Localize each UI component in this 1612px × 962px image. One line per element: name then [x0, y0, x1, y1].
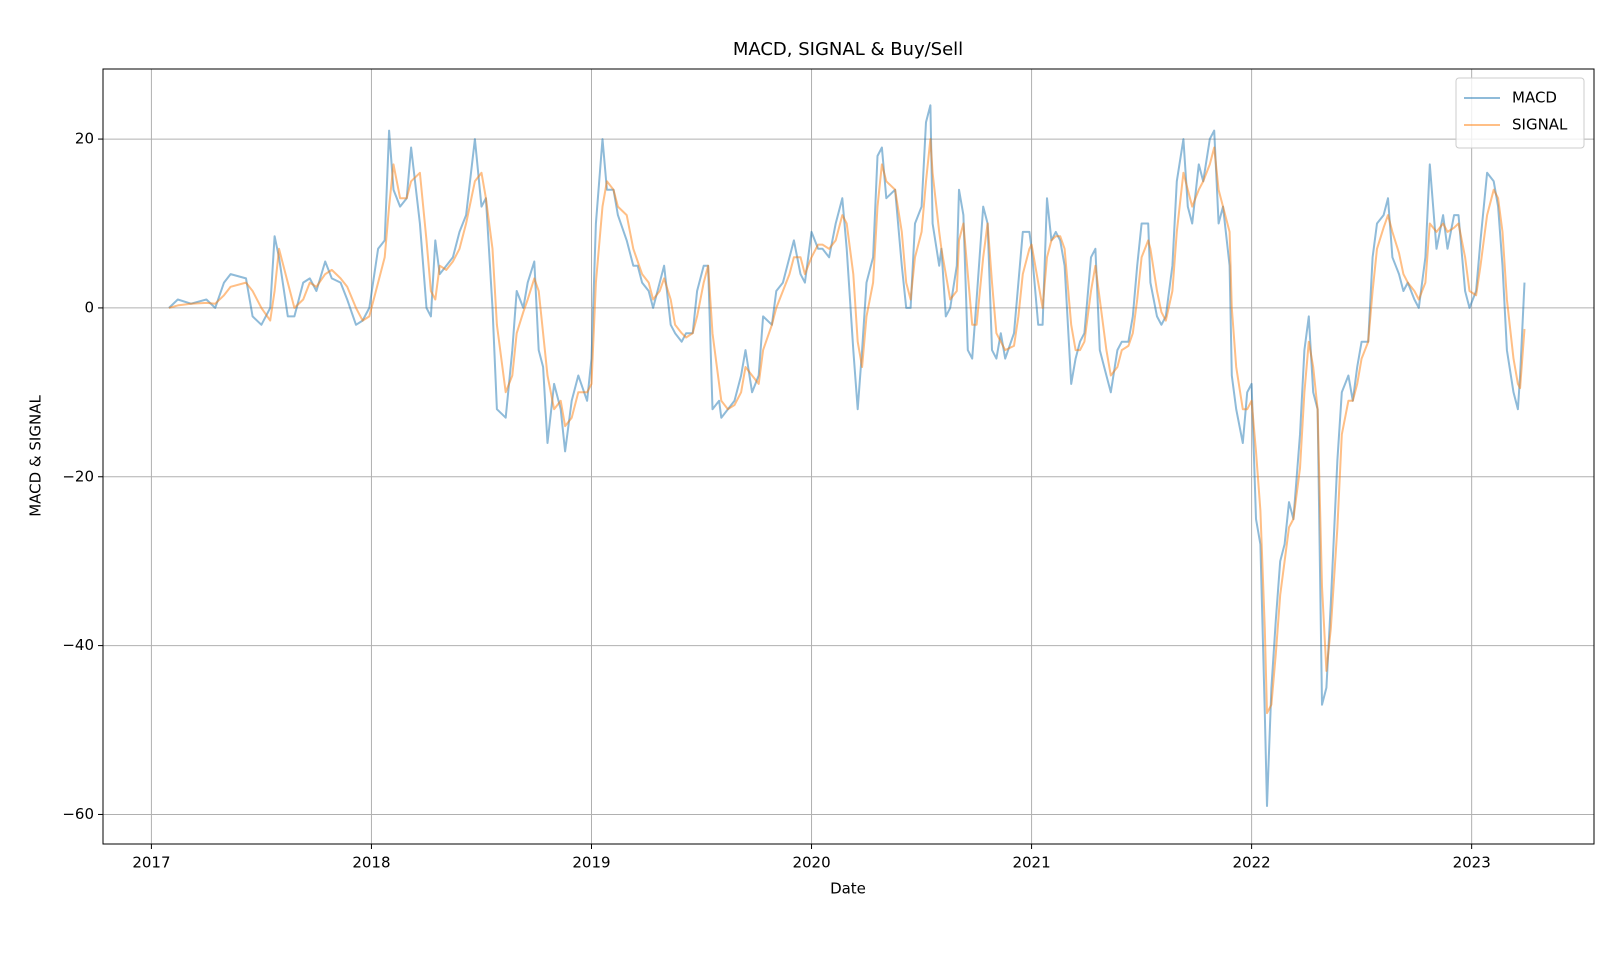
x-tick-label: 2023 — [1453, 854, 1491, 872]
y-tick-label: −60 — [62, 805, 94, 823]
chart-title: MACD, SIGNAL & Buy/Sell — [733, 39, 963, 60]
legend-label: SIGNAL — [1512, 116, 1568, 134]
x-tick-label: 2020 — [792, 854, 830, 872]
legend: MACD SIGNAL — [1455, 77, 1585, 149]
x-axis-label: Date — [830, 880, 866, 898]
y-tick-label: 20 — [75, 130, 94, 148]
x-tick-label: 2018 — [352, 854, 390, 872]
x-tick-label: 2022 — [1233, 854, 1271, 872]
series-line — [168, 138, 1526, 715]
legend-box — [1455, 77, 1585, 149]
y-axis-label: MACD & SIGNAL — [27, 395, 45, 517]
plot-frame — [102, 68, 1595, 845]
x-tick-label: 2017 — [132, 854, 170, 872]
y-tick-label: 0 — [84, 298, 94, 316]
x-tick-label: 2021 — [1012, 854, 1050, 872]
y-tick-label: −20 — [62, 467, 94, 485]
series-line — [168, 104, 1526, 807]
y-tick-label: −40 — [62, 636, 94, 654]
legend-label: MACD — [1512, 89, 1557, 107]
x-tick-label: 2019 — [572, 854, 610, 872]
